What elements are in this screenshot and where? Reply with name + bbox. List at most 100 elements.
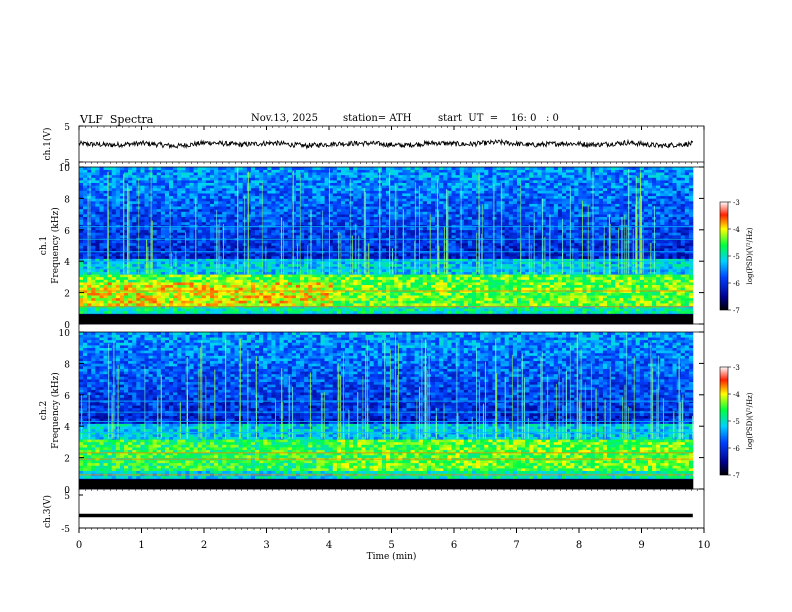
ch1-spectrogram-cell [316, 293, 320, 296]
ch1-spectrogram-cell [382, 298, 386, 301]
ch1-spectrogram-cell [263, 287, 267, 290]
ch1-spectrogram-cell [304, 217, 308, 220]
ch1-spectrogram-cell [255, 196, 259, 199]
ch1-spectrogram-cell [292, 280, 296, 283]
ch1-spectrogram-cell [210, 170, 214, 173]
ch1-spectrogram-cell [394, 248, 398, 251]
ch1-spectrogram-cell [198, 222, 202, 225]
ch1-spectrogram-cell [394, 172, 398, 175]
ch1-spectrogram-cell [300, 277, 304, 280]
ch1-spectrogram-cell [169, 295, 173, 298]
ch1-spectrogram-cell [251, 277, 255, 280]
ch1-spectrogram-cell [99, 204, 103, 207]
ch1-spectrogram-cell [390, 285, 394, 288]
ch1-spectrogram-cell [112, 300, 116, 303]
ch1-spectrogram-cell [226, 248, 230, 251]
ch1-spectrogram-cell [79, 185, 83, 188]
ch1-spectrogram-cell [329, 293, 333, 296]
ch1-spectrogram-cell [243, 308, 247, 311]
ch1-spectrogram-cell [177, 204, 181, 207]
ch1-spectrogram-cell [169, 204, 173, 207]
ch1-spectrogram-cell [108, 280, 112, 283]
ch1-spectrogram-cell [161, 246, 165, 249]
ch1-spectrogram-cell [214, 198, 218, 201]
ch1-spectrogram-cell [329, 274, 333, 277]
ch1-spectrogram-cell [251, 191, 255, 194]
ch1-spectrogram-cell [308, 209, 312, 212]
ch1-spectrogram-cell [337, 285, 341, 288]
ch1-spectrogram-cell [255, 227, 259, 230]
ch1-spectrogram-cell [271, 272, 275, 275]
ch1-spectrogram-cell [214, 311, 218, 314]
ch1-spectrogram-cell [288, 201, 292, 204]
ch1-spectrogram-cell [190, 219, 194, 222]
ch1-spectrogram-cell [292, 217, 296, 220]
ch1-spectrogram-cell [185, 232, 189, 235]
ch1-spectrogram-cell [124, 172, 128, 175]
ch1-spectrogram-cell [83, 298, 87, 301]
ch1-spectrogram-cell [255, 308, 259, 311]
ch1-spectrogram-cell [296, 240, 300, 243]
ch1-spectrogram-cell [190, 295, 194, 298]
ch1-spectrogram-cell [177, 264, 181, 267]
ch1-spectrogram-cell [222, 298, 226, 301]
ch1-spectrogram-cell [288, 293, 292, 296]
ch1-spectrogram-cell [390, 209, 394, 212]
ch1-spectrogram-cell [173, 243, 177, 246]
ch1-spectrogram-cell [259, 277, 263, 280]
ch1-spectrogram-cell [169, 264, 173, 267]
ch1-spectrogram-cell [140, 311, 144, 314]
ch1-spectrogram-cell [288, 248, 292, 251]
ch1-spectrogram-cell [185, 282, 189, 285]
ch1-spectrogram-cell [210, 180, 214, 183]
ch1-spectrogram-cell [149, 282, 153, 285]
ch1-spectrogram-cell [83, 214, 87, 217]
ch1-spectrogram-cell [79, 240, 83, 243]
ch1-spectrogram-cell [300, 209, 304, 212]
ch1-spectrogram-cell [366, 206, 370, 209]
ch1-spectrogram-cell [243, 282, 247, 285]
ch1-spectrogram-cell [132, 308, 136, 311]
ch1-spectrogram-cell [308, 311, 312, 314]
ch1-spectrogram-cell [259, 177, 263, 180]
ch1-spectrogram-cell [284, 180, 288, 183]
ch1-spectrogram-cell [165, 264, 169, 267]
ch1-spectrogram-cell [79, 272, 83, 275]
ch1-spectrogram-cell [91, 204, 95, 207]
ch1-spectrogram-cell [144, 235, 148, 238]
ch1-spectrogram-cell [296, 167, 300, 170]
ch1-spectrogram-cell [374, 191, 378, 194]
ch1-spectrogram-cell [308, 240, 312, 243]
ch1-spectrogram-cell [349, 300, 353, 303]
ch1-spectrogram-cell [312, 211, 316, 214]
ch1-spectrogram-cell [165, 204, 169, 207]
ch1-spectrogram-cell [366, 293, 370, 296]
ch1-spectrogram-cell [271, 201, 275, 204]
ch1-spectrogram-cell [275, 201, 279, 204]
ch1-spectrogram-cell [136, 303, 140, 306]
ch1-spectrogram-cell [165, 188, 169, 191]
ch1-spectrogram-cell [374, 185, 378, 188]
ch1-spectrogram-cell [87, 285, 91, 288]
ch1-spectrogram-cell [341, 180, 345, 183]
ch1-spectrogram-cell [181, 170, 185, 173]
ch1-spectrogram-cell [230, 311, 234, 314]
ch1-spectrogram-cell [271, 256, 275, 259]
ch1-spectrogram-cell [185, 219, 189, 222]
ch1-spectrogram-cell [218, 167, 222, 170]
ch1-spectrogram-cell [300, 240, 304, 243]
ch1-spectrogram-cell [394, 243, 398, 246]
ch1-spectrogram-cell [337, 204, 341, 207]
ch1-spectrogram-cell [210, 230, 214, 233]
ch1-spectrogram-cell [226, 196, 230, 199]
ch1-spectrogram-cell [198, 232, 202, 235]
ch1-spectrogram-cell [210, 303, 214, 306]
ch1-spectrogram-cell [349, 277, 353, 280]
ch1-spectrogram-cell [247, 298, 251, 301]
ch1-spectrogram-cell [349, 170, 353, 173]
ch1-spectrogram-cell [222, 211, 226, 214]
ch1-spectrogram-cell [308, 193, 312, 196]
ch1-spectrogram-cell [185, 180, 189, 183]
ch1-spectrogram-cell [79, 256, 83, 259]
ch1-spectrogram-cell [230, 196, 234, 199]
